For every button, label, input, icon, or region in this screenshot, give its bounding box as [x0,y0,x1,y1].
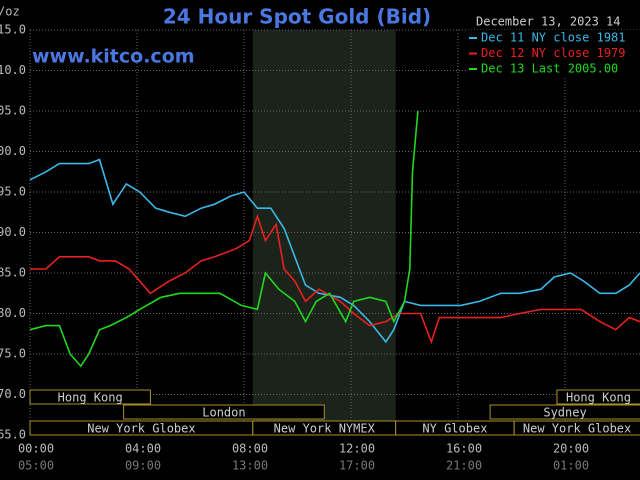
x-tick-label-secondary: 13:00 [232,459,268,473]
series-line [30,213,640,345]
legend-label: Dec 12 NY close 1979 [481,46,626,60]
session-label: New York Globex [87,422,195,436]
x-tick-label-secondary: 17:00 [339,459,375,473]
chart-title: 24 Hour Spot Gold (Bid) [163,5,431,29]
y-tick-label: 1965.0 [0,428,26,442]
x-tick-label: 12:00 [339,442,375,456]
date-label: December 13, 2023 14 [476,15,621,29]
y-tick-label: 2015.0 [0,23,26,37]
x-tick-label-secondary: 01:00 [553,459,589,473]
session-box [489,404,640,420]
session-label: New York Globex [523,422,631,436]
y-tick-label: 1970.0 [0,387,26,401]
session-box [29,389,151,405]
y-tick-label: 2005.0 [0,104,26,118]
y-tick-label: 1985.0 [0,266,26,280]
y-tick-label: 2010.0 [0,63,26,77]
x-tick-label: 04:00 [125,442,161,456]
x-tick-label: 00:00 [18,442,54,456]
y-tick-label: 1980.0 [0,306,26,320]
series-line [29,158,640,344]
legend-label: Dec 13 Last 2005.00 [481,62,618,76]
x-tick-label: 08:00 [232,442,268,456]
x-tick-label-secondary: 09:00 [125,459,161,473]
session-box [556,389,640,405]
x-tick-label-secondary: 21:00 [446,459,482,473]
session-label: New York NYMEX [274,422,376,436]
x-tick-label-secondary: 05:00 [18,459,54,473]
session-label: London [202,406,245,420]
session-label: Hong Kong [58,391,123,405]
plot-area: 2015.0 2010.0 2005.0 2000.0 1995.0 1990.0 1985… [0,23,640,473]
session-label: Sydney [543,406,586,420]
session-label: Hong Kong [566,391,631,405]
subtitle: www.kitco.com [32,46,195,68]
y-tick-label: 1990.0 [0,225,26,239]
y-unit-label: /oz [0,5,20,19]
y-tick-label: 1975.0 [0,347,26,361]
session-label: NY Globex [422,422,487,436]
y-tick-label: 2000.0 [0,144,26,158]
legend-label: Dec 11 NY close 1981 [481,31,626,45]
x-tick-label: 20:00 [553,442,589,456]
legend-box [466,30,640,78]
series-line [29,110,419,368]
y-tick-label: 1995.0 [0,185,26,199]
session-box [513,420,640,436]
session-box [123,404,325,420]
x-tick-label: 16:00 [446,442,482,456]
